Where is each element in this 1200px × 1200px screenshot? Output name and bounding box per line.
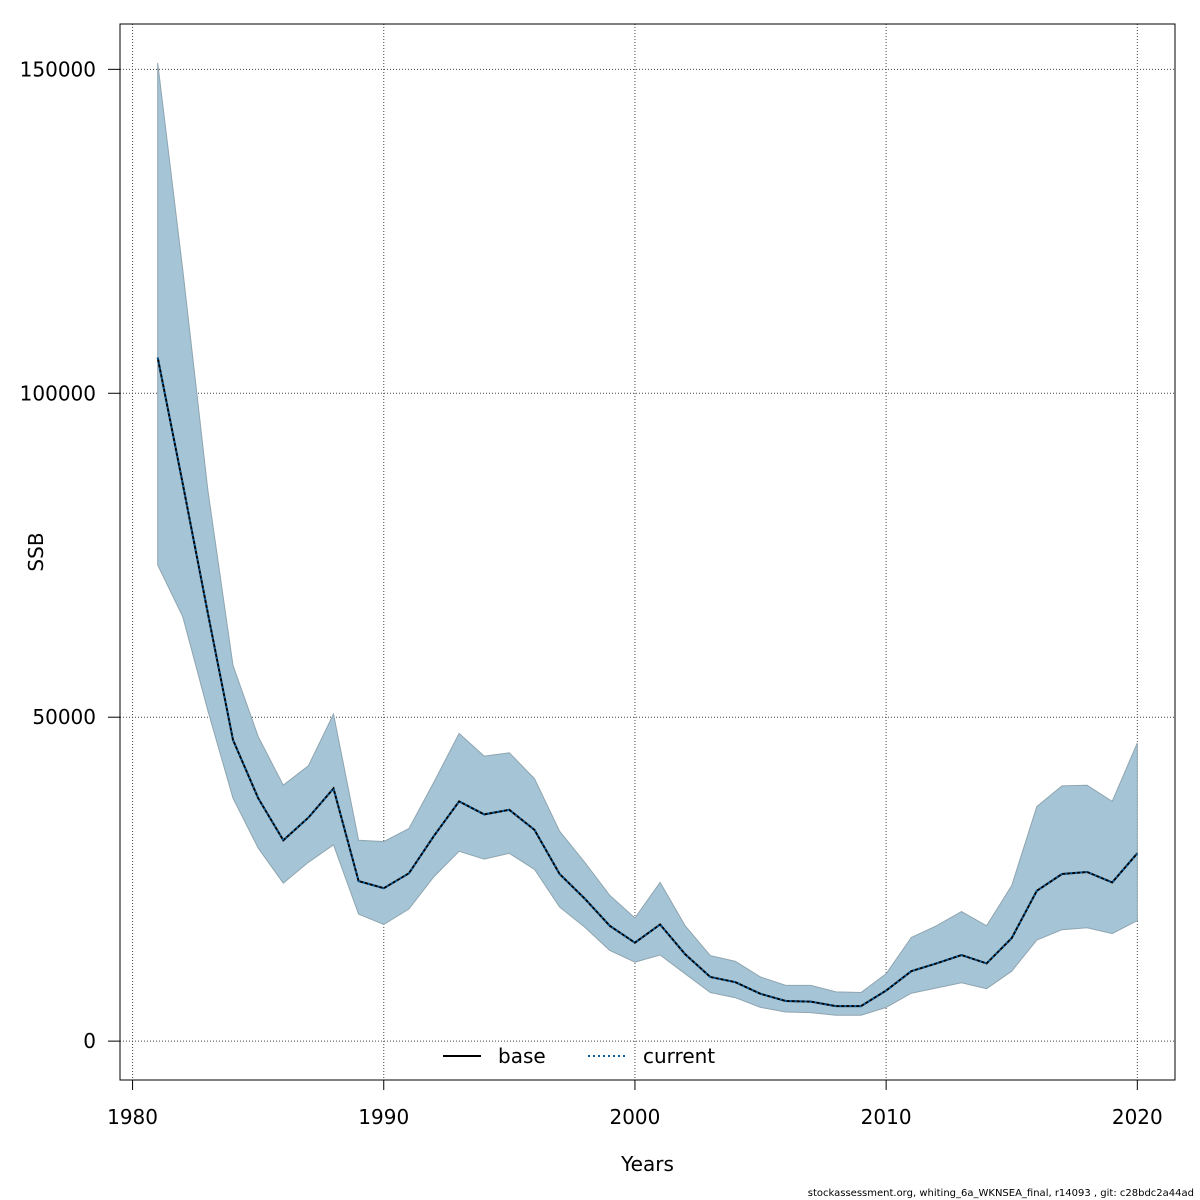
legend-label-current: current xyxy=(643,1044,715,1068)
x-tick-label-2000: 2000 xyxy=(609,1105,660,1129)
series-line-current xyxy=(156,357,1139,1008)
y-axis: 0 50000 100000 150000 xyxy=(20,57,121,1053)
x-tick-label-2010: 2010 xyxy=(861,1105,912,1129)
y-tick-label-100000: 100000 xyxy=(20,381,96,405)
x-axis-label: Years xyxy=(620,1152,674,1176)
y-tick-label-50000: 50000 xyxy=(32,705,96,729)
y-axis-label: SSB xyxy=(24,532,48,571)
footer-caption: stockassessment.org, whiting_6a_WKNSEA_f… xyxy=(807,1188,1194,1199)
x-tick-label-1990: 1990 xyxy=(358,1105,409,1129)
x-tick-label-1980: 1980 xyxy=(107,1105,158,1129)
confidence-band xyxy=(157,62,1138,1016)
legend: base current xyxy=(443,1044,715,1068)
y-tick-label-150000: 150000 xyxy=(20,57,96,81)
legend-label-base: base xyxy=(498,1044,546,1068)
y-tick-label-0: 0 xyxy=(83,1029,96,1053)
x-tick-label-2020: 2020 xyxy=(1112,1105,1163,1129)
x-axis: 1980 1990 2000 2010 2020 xyxy=(107,1079,1163,1129)
